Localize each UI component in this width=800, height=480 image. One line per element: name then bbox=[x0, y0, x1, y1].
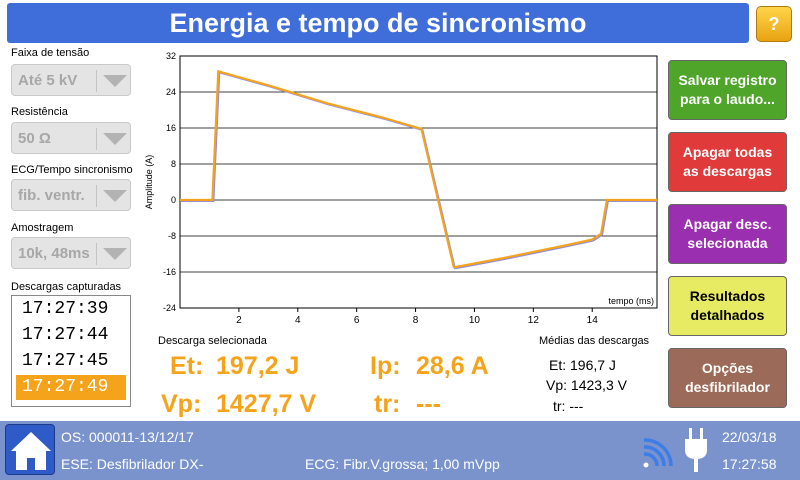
delete-selected-button[interactable]: Apagar desc. selecionada bbox=[668, 204, 787, 264]
ip-label: Ip: bbox=[370, 352, 401, 380]
results-line2: detalhados bbox=[690, 307, 765, 323]
resistance-label: Resistência bbox=[11, 106, 68, 118]
save-record-line2: para o laudo... bbox=[680, 91, 775, 107]
plot-area bbox=[179, 55, 658, 309]
options-line2: desfibrilador bbox=[685, 379, 770, 395]
save-record-line1: Salvar registro bbox=[678, 72, 777, 88]
power-plug-icon bbox=[685, 428, 707, 472]
chevron-down-icon bbox=[103, 133, 127, 145]
ecg-status-text: ECG: Fibr.V.grossa; 1,00 mVpp bbox=[305, 456, 500, 472]
list-item-selected[interactable]: 17:27:49 bbox=[16, 375, 126, 400]
home-icon bbox=[11, 432, 51, 470]
y-tick-label: -16 bbox=[163, 267, 176, 277]
list-item[interactable]: 17:27:44 bbox=[22, 325, 109, 345]
delete-selected-line1: Apagar desc. bbox=[683, 216, 772, 232]
et-value: 197,2 J bbox=[216, 352, 300, 380]
y-axis-label: Amplitude (A) bbox=[144, 155, 154, 210]
y-tick-label: 16 bbox=[166, 123, 176, 133]
dropdown-divider bbox=[96, 128, 97, 150]
delete-all-button[interactable]: Apagar todas as descargas bbox=[668, 132, 787, 192]
x-tick-label: 12 bbox=[528, 315, 540, 326]
voltage-range-label: Faixa de tensão bbox=[11, 47, 90, 59]
list-item[interactable]: 17:27:39 bbox=[22, 299, 109, 319]
vp-label: Vp: bbox=[161, 390, 202, 418]
sampling-dropdown[interactable]: 10k, 48ms bbox=[11, 237, 131, 269]
home-button[interactable] bbox=[5, 424, 55, 475]
x-tick-label: 8 bbox=[413, 315, 419, 326]
x-tick-label: 2 bbox=[236, 315, 242, 326]
sampling-label: Amostragem bbox=[11, 222, 74, 234]
voltage-range-dropdown[interactable]: Até 5 kV bbox=[11, 64, 131, 96]
time-text: 17:27:58 bbox=[722, 456, 777, 472]
x-tick-label: 4 bbox=[295, 315, 301, 326]
captures-list[interactable]: 17:27:39 17:27:44 17:27:45 17:27:49 bbox=[11, 295, 131, 407]
voltage-range-value: Até 5 kV bbox=[18, 72, 78, 89]
resistance-value: 50 Ω bbox=[18, 130, 51, 147]
delete-all-line1: Apagar todas bbox=[682, 144, 773, 160]
save-record-button[interactable]: Salvar registro para o laudo... bbox=[668, 60, 787, 120]
dropdown-divider bbox=[96, 70, 97, 92]
vp-value: 1427,7 V bbox=[216, 390, 317, 418]
y-tick-label: 32 bbox=[166, 51, 176, 61]
ecg-sync-dropdown[interactable]: fib. ventr. bbox=[11, 179, 131, 211]
dropdown-divider bbox=[96, 243, 97, 265]
resistance-dropdown[interactable]: 50 Ω bbox=[11, 122, 131, 154]
y-tick-label: 0 bbox=[171, 195, 176, 205]
page-title: Energia e tempo de sincronismo bbox=[7, 3, 749, 43]
series-line bbox=[180, 69, 657, 269]
os-text: OS: 000011-13/12/17 bbox=[61, 429, 194, 445]
tr-label: tr: bbox=[374, 390, 401, 418]
y-tick-label: 8 bbox=[171, 159, 176, 169]
y-tick-label: 24 bbox=[166, 87, 176, 97]
avg-vp: Vp: 1423,3 V bbox=[546, 377, 627, 393]
results-line1: Resultados bbox=[689, 288, 766, 304]
et-label: Et: bbox=[170, 352, 204, 380]
ip-value: 28,6 A bbox=[416, 352, 489, 380]
chevron-down-icon bbox=[103, 190, 127, 202]
x-tick-label: 6 bbox=[354, 315, 360, 326]
detailed-results-button[interactable]: Resultados detalhados bbox=[668, 276, 787, 336]
wireless-icon bbox=[643, 438, 673, 468]
ecg-sync-value: fib. ventr. bbox=[18, 187, 85, 204]
averages-title: Médias das descargas bbox=[539, 335, 650, 347]
y-tick-label: -8 bbox=[168, 231, 176, 241]
x-tick-label: 10 bbox=[469, 315, 481, 326]
delete-selected-line2: selecionada bbox=[687, 235, 768, 251]
date-text: 22/03/18 bbox=[722, 429, 777, 445]
sampling-value: 10k, 48ms bbox=[18, 245, 90, 262]
delete-all-line2: as descargas bbox=[683, 163, 772, 179]
ecg-sync-label: ECG/Tempo sincronismo bbox=[11, 164, 133, 176]
options-line1: Opções bbox=[701, 360, 754, 376]
chevron-down-icon bbox=[103, 75, 127, 87]
dropdown-divider bbox=[96, 185, 97, 207]
x-axis-label: tempo (ms) bbox=[608, 296, 654, 306]
x-tick-label: 14 bbox=[587, 315, 599, 326]
selected-discharge-title: Descarga selecionada bbox=[158, 335, 267, 347]
y-tick-label: -24 bbox=[163, 303, 176, 313]
avg-et: Et: 196,7 J bbox=[549, 357, 616, 373]
avg-tr: tr: --- bbox=[553, 398, 584, 414]
tr-value: --- bbox=[416, 390, 441, 418]
ese-text: ESE: Desfibrilador DX- bbox=[61, 456, 204, 472]
defibrillator-options-button[interactable]: Opções desfibrilador bbox=[668, 348, 787, 408]
captures-label: Descargas capturadas bbox=[11, 281, 122, 293]
list-item[interactable]: 17:27:45 bbox=[22, 351, 109, 371]
chevron-down-icon bbox=[103, 248, 127, 260]
help-button[interactable]: ? bbox=[756, 6, 792, 42]
